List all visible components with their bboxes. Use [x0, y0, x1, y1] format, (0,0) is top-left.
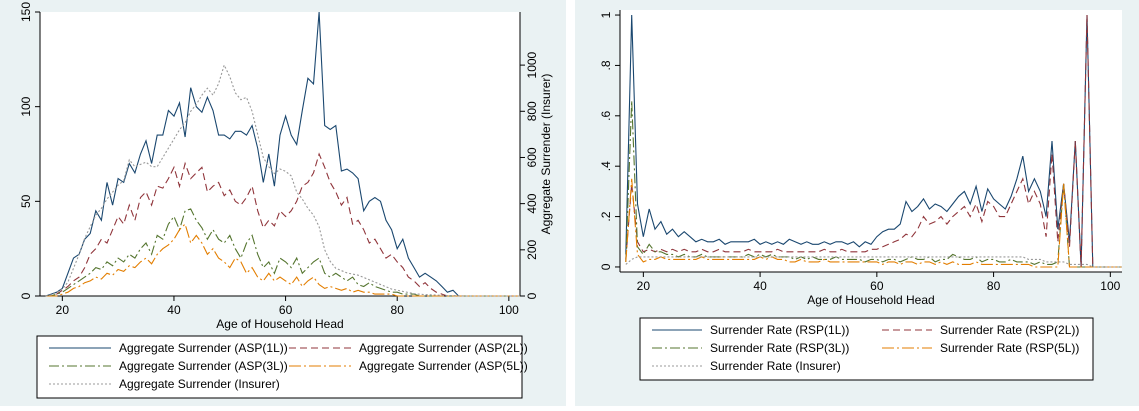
series-line-1 [625, 14, 1122, 268]
x-tick-label: 80 [391, 303, 405, 317]
legend-box [36, 335, 523, 399]
y-tick-label: 1 [599, 11, 613, 18]
x-tick-label: 80 [987, 279, 1001, 293]
x-tick-label: 40 [167, 303, 181, 317]
series-line-5 [625, 256, 1122, 268]
y2-tick-label: 0 [525, 292, 539, 299]
y2-tick-label: 200 [525, 239, 539, 259]
x-tick-label: 100 [1100, 279, 1120, 293]
x-tick-label: 100 [499, 303, 519, 317]
y-tick-label: .2 [599, 211, 613, 221]
plot-area [620, 10, 1122, 272]
x-tick-label: 60 [870, 279, 884, 293]
legend-box [639, 317, 1094, 381]
y-tick-label: .6 [599, 110, 613, 120]
y2-tick-label: 1000 [525, 51, 539, 78]
y2-tick-label: 800 [525, 101, 539, 121]
legend-label-4: Surrender Rate (RSP(5L)) [940, 341, 1079, 355]
x-tick-label: 20 [56, 303, 70, 317]
legend-label-3: Aggregate Surrender (ASP(3L)) [119, 359, 288, 373]
y2-axis-label: Aggregate Surrender (Insurer) [539, 74, 553, 235]
series-line-2 [625, 14, 1122, 268]
legend-label-5: Aggregate Surrender (Insurer) [119, 377, 280, 391]
surrender-rate-chart: 20 40 60 80 100 0 .2 .4 .6 .8 1 Age of Household He… [575, 0, 1139, 406]
legend-label-5: Surrender Rate (Insurer) [710, 359, 841, 373]
legend-label-3: Surrender Rate (RSP(3L)) [710, 341, 849, 355]
series-line-5 [45, 63, 520, 297]
x-tick-label: 60 [279, 303, 293, 317]
series-line-4 [625, 178, 1122, 268]
y-tick-label: 0 [599, 263, 613, 270]
legend-label-4: Aggregate Surrender (ASP(5L)) [359, 359, 528, 373]
series-line-4 [45, 223, 520, 297]
x-tick-label: 40 [753, 279, 767, 293]
y-tick-label: 50 [19, 194, 33, 208]
plot-area [40, 12, 520, 296]
y-tick-label: 150 [19, 2, 33, 22]
series-line-2 [45, 152, 520, 297]
y-tick-label: 0 [19, 292, 33, 299]
chart-panel-aggregate-surrender: 20 40 60 80 100 0 50 100 150 0 200 400 600 800 1000 Agg… [0, 0, 566, 406]
y2-tick-label: 400 [525, 193, 539, 213]
legend-label-1: Aggregate Surrender (ASP(1L)) [119, 341, 288, 355]
legend-label-2: Aggregate Surrender (ASP(2L)) [359, 341, 528, 355]
aggregate-surrender-chart: 20 40 60 80 10005010015002004006008001000Agg… [0, 0, 566, 406]
legend-label-2: Surrender Rate (RSP(2L)) [940, 323, 1079, 337]
y-tick-label: .8 [599, 60, 613, 70]
series-line-3 [625, 100, 1122, 268]
chart-panel-surrender-rate: 20 40 60 80 100 0 .2 .4 .6 .8 1 Age of Household He… [575, 0, 1139, 406]
x-axis-label: Age of Household Head [216, 317, 343, 331]
series-line-1 [45, 11, 520, 297]
y2-tick-label: 600 [525, 147, 539, 167]
y-tick-label: .4 [599, 161, 613, 171]
legend-label-1: Surrender Rate (RSP(1L)) [710, 323, 849, 337]
x-tick-label: 20 [637, 279, 651, 293]
series-line-3 [45, 208, 520, 297]
x-axis-label: Age of Household Head [807, 293, 934, 307]
y-tick-label: 100 [19, 96, 33, 116]
